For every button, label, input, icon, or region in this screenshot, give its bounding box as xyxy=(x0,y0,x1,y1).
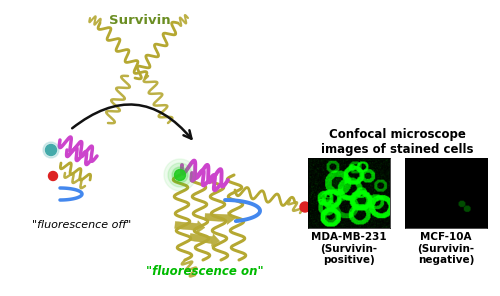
Polygon shape xyxy=(190,234,213,244)
FancyArrowPatch shape xyxy=(72,104,192,139)
Circle shape xyxy=(168,163,192,187)
Text: "fluorescence off": "fluorescence off" xyxy=(32,220,131,230)
Circle shape xyxy=(164,159,196,191)
Polygon shape xyxy=(227,212,235,224)
Polygon shape xyxy=(174,221,198,231)
Text: Confocal microscope
images of stained cells: Confocal microscope images of stained ce… xyxy=(321,128,473,156)
Text: MCF-10A
(Survivin-
negative): MCF-10A (Survivin- negative) xyxy=(418,232,474,265)
Polygon shape xyxy=(197,221,205,233)
Circle shape xyxy=(43,142,59,158)
Text: Survivin: Survivin xyxy=(109,14,171,27)
Text: MDA-MB-231
(Survivin-
positive): MDA-MB-231 (Survivin- positive) xyxy=(311,232,387,265)
Circle shape xyxy=(174,170,186,181)
Text: "fluorescence on": "fluorescence on" xyxy=(146,265,264,278)
Circle shape xyxy=(46,144,56,155)
Circle shape xyxy=(172,167,188,183)
Polygon shape xyxy=(212,234,220,246)
Circle shape xyxy=(48,171,58,181)
Circle shape xyxy=(300,202,310,212)
Polygon shape xyxy=(205,213,228,222)
